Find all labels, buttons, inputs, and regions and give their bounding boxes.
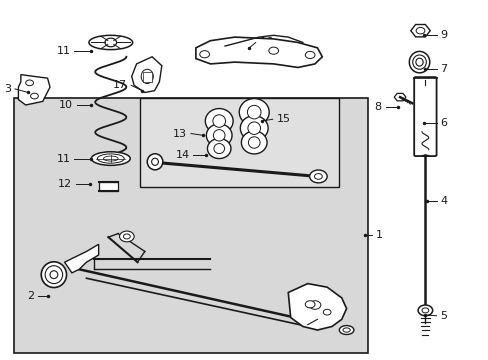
Ellipse shape — [247, 105, 261, 119]
Text: 9: 9 — [440, 30, 447, 40]
Ellipse shape — [339, 325, 353, 334]
Text: 12: 12 — [58, 179, 72, 189]
Text: 16: 16 — [259, 37, 273, 48]
Ellipse shape — [239, 99, 269, 126]
Circle shape — [305, 51, 314, 59]
Text: 17: 17 — [113, 80, 127, 90]
Polygon shape — [64, 244, 99, 273]
Text: 10: 10 — [59, 100, 73, 110]
Text: 14: 14 — [175, 150, 189, 160]
Circle shape — [119, 231, 134, 242]
Ellipse shape — [50, 271, 58, 279]
Text: 3: 3 — [4, 84, 11, 94]
Ellipse shape — [206, 124, 232, 147]
Ellipse shape — [91, 152, 130, 165]
Ellipse shape — [247, 122, 260, 134]
Circle shape — [123, 234, 130, 239]
Ellipse shape — [45, 266, 62, 284]
Ellipse shape — [342, 328, 349, 332]
Text: 1: 1 — [375, 230, 383, 240]
Text: 6: 6 — [440, 118, 447, 128]
Ellipse shape — [240, 116, 267, 141]
Ellipse shape — [412, 55, 426, 69]
Text: 11: 11 — [56, 154, 70, 163]
Polygon shape — [131, 57, 162, 93]
Bar — [142, 72, 151, 82]
Polygon shape — [196, 37, 322, 67]
Ellipse shape — [103, 156, 118, 161]
Circle shape — [305, 301, 314, 308]
Ellipse shape — [241, 131, 266, 154]
Ellipse shape — [97, 154, 124, 163]
Text: 7: 7 — [440, 64, 447, 74]
Bar — [14, 98, 368, 353]
Ellipse shape — [415, 58, 422, 66]
Circle shape — [415, 27, 424, 34]
Bar — [140, 98, 339, 187]
Circle shape — [30, 93, 38, 99]
Text: 13: 13 — [173, 129, 187, 139]
Ellipse shape — [213, 130, 224, 141]
Text: 11: 11 — [56, 46, 70, 57]
Circle shape — [26, 80, 33, 86]
Text: 5: 5 — [440, 311, 447, 321]
Circle shape — [268, 47, 278, 54]
Ellipse shape — [248, 137, 260, 148]
Polygon shape — [19, 75, 50, 105]
Text: 8: 8 — [374, 102, 381, 112]
Circle shape — [314, 174, 322, 179]
Ellipse shape — [147, 154, 163, 170]
Ellipse shape — [213, 144, 224, 154]
Ellipse shape — [89, 35, 132, 50]
Circle shape — [323, 309, 330, 315]
Text: 4: 4 — [440, 197, 447, 206]
FancyBboxPatch shape — [413, 77, 436, 156]
Circle shape — [309, 170, 326, 183]
Circle shape — [200, 51, 209, 58]
Ellipse shape — [205, 109, 233, 134]
Circle shape — [417, 305, 432, 316]
Circle shape — [105, 38, 116, 47]
Text: 2: 2 — [27, 291, 34, 301]
Text: 15: 15 — [276, 114, 290, 124]
Ellipse shape — [141, 69, 153, 84]
Ellipse shape — [207, 139, 230, 158]
Ellipse shape — [41, 262, 66, 288]
Polygon shape — [287, 284, 346, 330]
Bar — [99, 182, 118, 191]
Ellipse shape — [212, 115, 225, 127]
Circle shape — [308, 301, 320, 309]
Ellipse shape — [151, 158, 158, 165]
Ellipse shape — [408, 51, 429, 73]
Circle shape — [421, 308, 428, 313]
